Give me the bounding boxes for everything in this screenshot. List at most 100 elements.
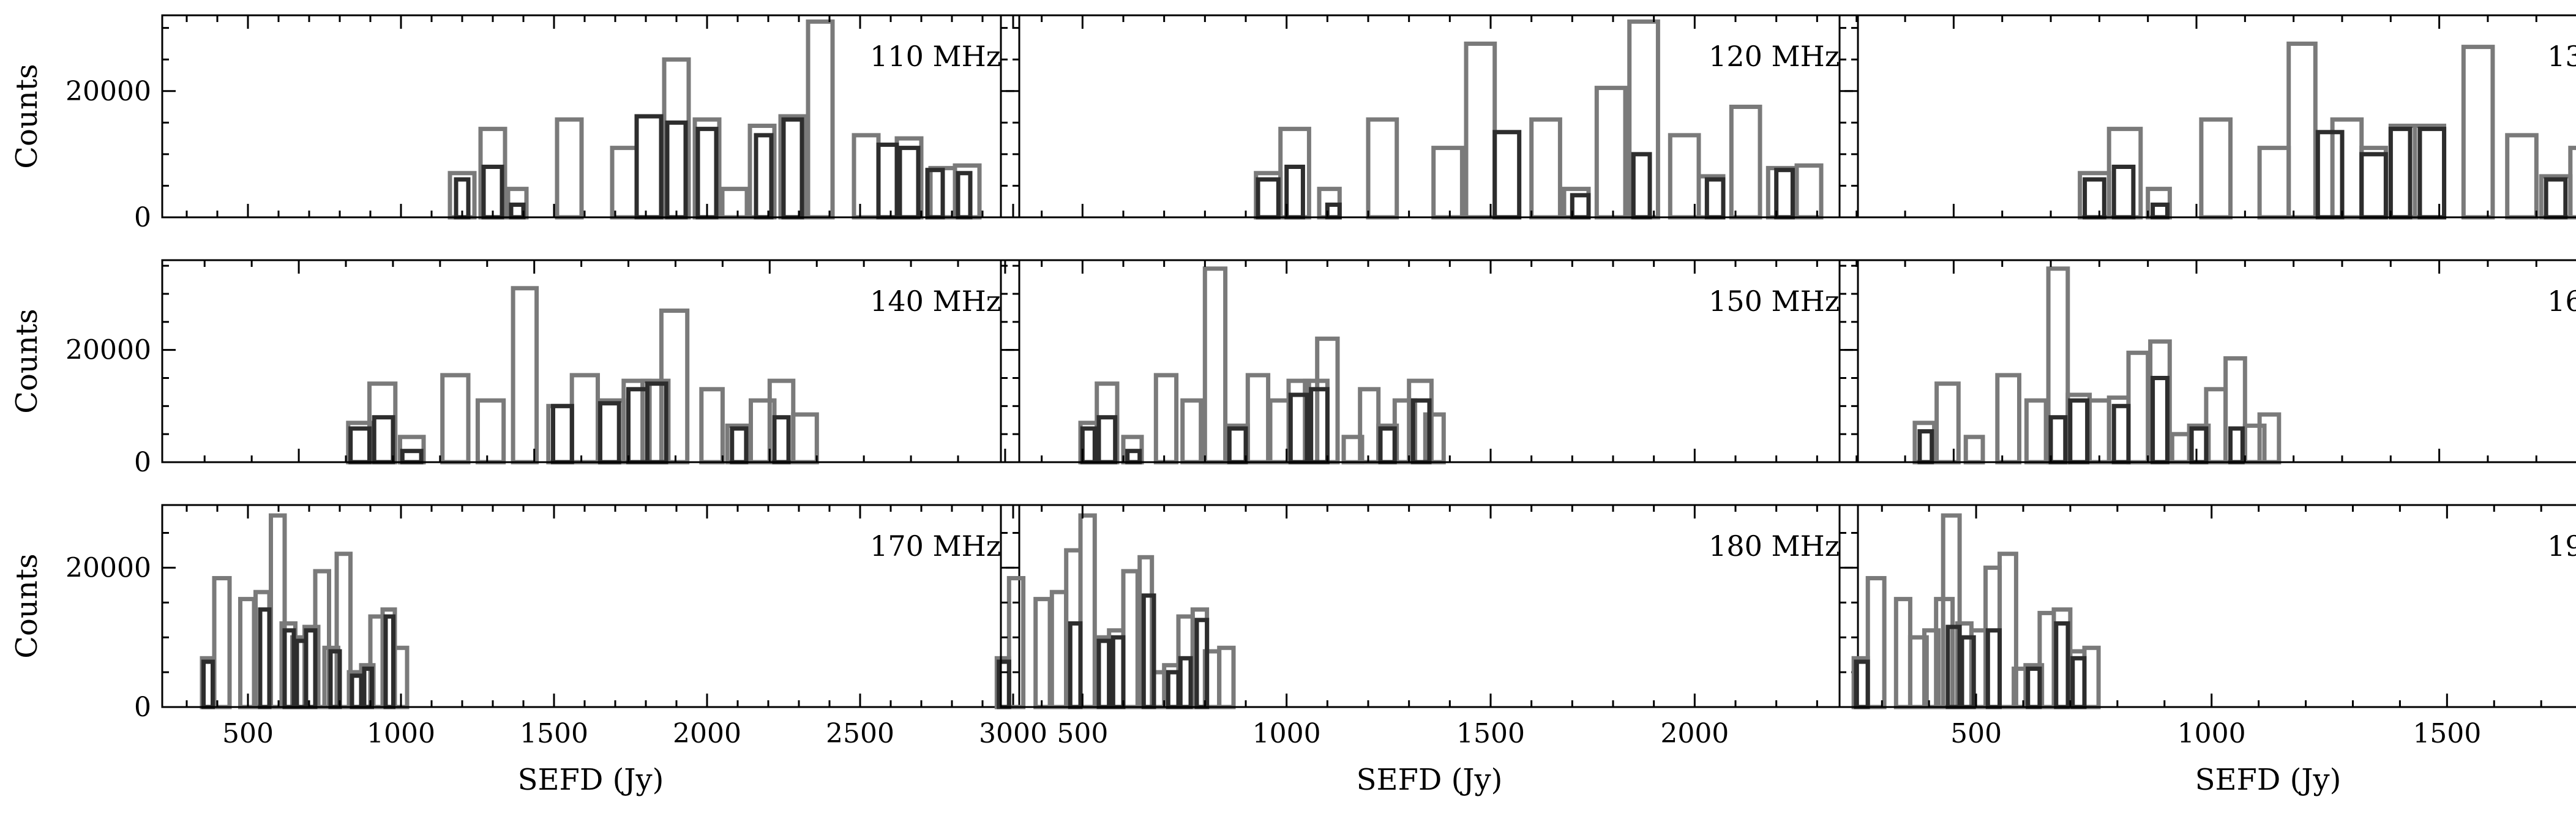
histogram-bar	[2286, 41, 2318, 220]
histogram-bar	[511, 286, 539, 465]
histogram-bar	[2199, 117, 2233, 220]
histogram-bar	[1774, 168, 1795, 220]
histogram-bar	[1110, 635, 1126, 709]
histogram-panel: 120 MHz	[1000, 14, 1859, 220]
histogram-bar	[597, 401, 621, 465]
y-tick-label: 0	[134, 202, 151, 233]
panel-frequency-label: 160 MHz	[2547, 285, 2576, 318]
histogram-bar	[1431, 146, 1464, 220]
y-axis-title: Counts	[10, 553, 44, 658]
histogram-bar	[1180, 398, 1204, 465]
histogram-bar	[1080, 426, 1097, 465]
histogram-bar	[348, 426, 372, 465]
histogram-bar	[772, 415, 791, 465]
histogram-bar	[2228, 426, 2245, 465]
histogram-bar	[1529, 117, 1562, 220]
panel-frequency-label: 120 MHz	[1709, 40, 1840, 73]
histogram-bar	[2568, 146, 2576, 220]
histogram-panel: 500 1000 1500 2000 180 MHz SEFD (Jy)	[994, 504, 1859, 797]
panel-frequency-label: 180 MHz	[1709, 530, 1840, 563]
histogram-bar	[1325, 202, 1342, 220]
histogram-bar	[2417, 127, 2447, 220]
x-tick-label: 1500	[1456, 718, 1525, 749]
histogram-bar	[258, 607, 272, 709]
histogram-bar	[2151, 376, 2170, 465]
x-tick-label: 500	[222, 718, 274, 749]
histogram-bar	[2087, 398, 2111, 465]
panel-frequency-label: 170 MHz	[870, 530, 1001, 563]
histogram-bar	[897, 146, 921, 220]
histogram-bar	[372, 415, 395, 465]
x-tick-label: 1000	[1252, 718, 1321, 749]
histogram-bar	[2026, 666, 2042, 709]
histogram-bar	[754, 133, 774, 220]
histogram-bar	[634, 114, 664, 220]
y-axis-title: Counts	[10, 309, 44, 413]
histogram-bar	[304, 628, 318, 709]
histogram-bar	[383, 614, 395, 709]
histogram-bar	[1049, 590, 1069, 709]
histogram-bar	[475, 398, 506, 465]
histogram-bar	[791, 412, 819, 465]
histogram-bar	[2024, 398, 2048, 465]
histogram-bar	[1096, 638, 1112, 709]
histogram-bar	[2111, 165, 2136, 220]
histogram-bar	[350, 673, 364, 709]
x-tick-label: 2000	[673, 718, 741, 749]
histogram-bar	[1594, 86, 1628, 220]
histogram-bar	[1378, 426, 1397, 465]
x-tick-label: 1000	[2177, 718, 2246, 749]
histogram-bar	[212, 576, 232, 709]
histogram-bar	[1245, 373, 1271, 465]
histogram-bar	[1284, 165, 1305, 220]
histogram-bar	[2151, 202, 2170, 220]
panel-frequency-label: 130 MHz	[2547, 40, 2576, 73]
x-tick-label: 2000	[1660, 718, 1729, 749]
plot-frame	[1838, 14, 2576, 219]
histogram-bar	[1096, 415, 1118, 465]
plot-frame	[1000, 504, 1859, 708]
histogram-bar	[1202, 266, 1228, 465]
histogram-bar	[1492, 130, 1522, 220]
histogram-bar	[1854, 659, 1870, 709]
histogram-bar	[238, 597, 256, 709]
histogram-bar	[1166, 670, 1181, 709]
histogram-bar	[1217, 645, 1236, 709]
plot-frame	[1838, 259, 2576, 463]
histogram-bar	[2126, 350, 2151, 465]
histogram-bar	[400, 449, 424, 465]
histogram-bar	[610, 146, 639, 220]
panel-frequency-label: 140 MHz	[870, 285, 1001, 318]
histogram-bar	[551, 403, 574, 465]
histogram-bar	[1934, 381, 1961, 465]
x-tick-label: 1500	[2413, 718, 2481, 749]
histogram-bar	[806, 19, 835, 220]
y-tick-label: 20000	[66, 335, 151, 366]
histogram-bar	[2388, 127, 2413, 220]
histogram-bar	[2257, 146, 2291, 220]
histogram-bar	[1194, 618, 1210, 709]
histogram-bar	[1366, 117, 1399, 220]
histogram-panel: 130 MHz	[1838, 14, 2576, 220]
histogram-bar	[2359, 152, 2388, 220]
histogram-bar	[2083, 177, 2106, 220]
histogram-bar	[1794, 163, 1824, 220]
histogram-bar	[730, 426, 749, 465]
histogram-bar	[2315, 130, 2345, 220]
y-tick-label: 20000	[66, 76, 151, 107]
y-axis-title: Counts	[10, 64, 44, 168]
x-tick-label: 1500	[520, 718, 588, 749]
histogram-bar	[1995, 373, 2022, 465]
histogram-bar	[1865, 576, 1887, 709]
histogram-bar	[1704, 177, 1726, 220]
histogram-panel: 160 MHz	[1838, 259, 2576, 465]
histogram-bar	[2461, 45, 2495, 220]
y-tick-label: 20000	[66, 552, 151, 583]
histogram-bar	[2068, 398, 2090, 465]
histogram-bar	[1464, 41, 1497, 220]
x-tick-label: 3000	[979, 718, 1047, 749]
plot-frame	[161, 504, 1020, 708]
histogram-bar	[2070, 656, 2087, 709]
